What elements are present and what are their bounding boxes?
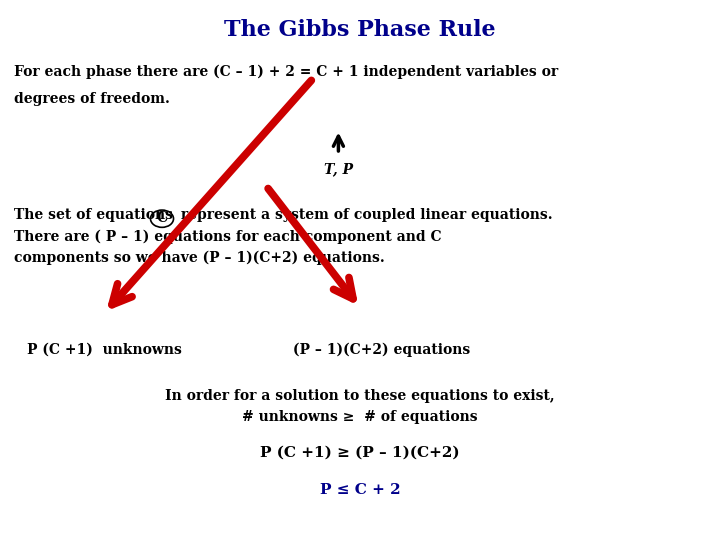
Text: There are ( P – 1) equations for each component and C: There are ( P – 1) equations for each co… [14, 230, 442, 244]
Text: In order for a solution to these equations to exist,: In order for a solution to these equatio… [165, 389, 555, 403]
Text: components so we have (P – 1)(C+2) equations.: components so we have (P – 1)(C+2) equat… [14, 251, 385, 266]
Text: T, P: T, P [324, 162, 353, 176]
Text: P (C +1) ≥ (P – 1)(C+2): P (C +1) ≥ (P – 1)(C+2) [260, 446, 460, 460]
Text: For each phase there are (C – 1) + 2 = C + 1 independent variables or: For each phase there are (C – 1) + 2 = C… [14, 65, 559, 79]
Text: The set of equations: The set of equations [14, 208, 179, 222]
Text: P (C +1)  unknowns: P (C +1) unknowns [27, 343, 182, 357]
Text: degrees of freedom.: degrees of freedom. [14, 92, 170, 106]
Text: C: C [156, 211, 168, 225]
Text: P ≤ C + 2: P ≤ C + 2 [320, 483, 400, 497]
Text: # unknowns ≥  # of equations: # unknowns ≥ # of equations [242, 410, 478, 424]
Text: The Gibbs Phase Rule: The Gibbs Phase Rule [224, 19, 496, 41]
Text: (P – 1)(C+2) equations: (P – 1)(C+2) equations [293, 343, 470, 357]
Text: represent a system of coupled linear equations.: represent a system of coupled linear equ… [176, 208, 553, 222]
